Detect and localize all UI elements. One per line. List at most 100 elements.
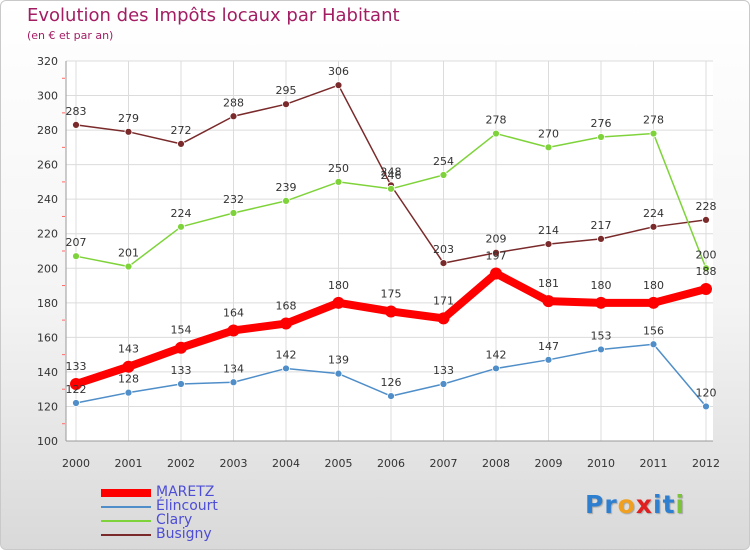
data-label: 270 [538, 127, 559, 140]
data-label: 288 [223, 96, 244, 109]
legend-label: Clary [156, 512, 193, 528]
data-label: 126 [381, 376, 402, 389]
data-label: 203 [433, 243, 454, 256]
y-tick-label: 200 [37, 262, 58, 275]
chart-subtitle: (en € et par an) [27, 29, 114, 42]
data-label: 164 [223, 306, 244, 319]
legend-swatch [101, 489, 151, 497]
x-tick-label: 2005 [325, 457, 353, 470]
data-point [492, 364, 500, 373]
data-label: 188 [696, 265, 717, 278]
y-tick-label: 260 [37, 159, 58, 172]
chart-title: Evolution des Impôts locaux par Habitant [27, 5, 400, 26]
data-point [229, 112, 238, 121]
x-tick-label: 2012 [692, 457, 720, 470]
data-point [649, 222, 658, 231]
logo-letter: i [653, 490, 663, 519]
data-point [544, 355, 553, 364]
data-label: 201 [118, 247, 139, 260]
data-point [595, 296, 607, 309]
data-label: 246 [381, 169, 402, 182]
data-point [597, 133, 605, 141]
data-label: 239 [276, 181, 297, 194]
logo-letter: t [662, 490, 676, 519]
data-label: 139 [328, 354, 349, 367]
data-point [124, 127, 133, 136]
data-point [334, 369, 343, 378]
data-point [439, 380, 448, 388]
x-tick-label: 2011 [640, 457, 668, 470]
data-point [124, 388, 133, 397]
legend-swatch [101, 506, 151, 508]
data-point [177, 222, 185, 231]
x-tick-label: 2004 [272, 457, 300, 470]
legend-label: Busigny [156, 526, 212, 542]
data-label: 278 [486, 114, 507, 127]
data-label: 181 [538, 277, 559, 290]
data-point [649, 340, 658, 349]
data-label: 276 [591, 117, 612, 130]
data-label: 232 [223, 193, 244, 206]
data-point [544, 240, 553, 248]
x-tick-label: 2000 [62, 457, 90, 470]
data-point [490, 267, 502, 280]
x-tick-label: 2001 [115, 457, 143, 470]
data-point [492, 129, 500, 138]
data-point [544, 143, 553, 152]
data-label: 306 [328, 65, 349, 78]
data-point [122, 360, 135, 373]
data-label: 120 [696, 386, 717, 399]
data-point [542, 295, 555, 308]
data-point [597, 235, 605, 243]
data-label: 248 [381, 165, 402, 178]
data-label: 142 [486, 348, 507, 361]
data-label: 154 [171, 324, 192, 337]
data-label: 283 [66, 105, 87, 118]
data-point [280, 317, 292, 330]
x-tick-label: 2002 [167, 457, 195, 470]
data-label: 175 [381, 287, 402, 300]
data-label: 254 [433, 155, 454, 168]
data-label: 200 [696, 248, 717, 261]
y-tick-label: 140 [37, 366, 58, 379]
data-label: 217 [591, 219, 612, 232]
data-point [124, 262, 133, 271]
logo-letter: P [585, 490, 605, 519]
legend-label: Élincourt [156, 498, 218, 514]
data-point [72, 252, 80, 261]
data-label: 180 [328, 279, 349, 292]
data-label: 224 [643, 207, 664, 220]
data-point [282, 364, 290, 373]
logo-letter: r [604, 490, 618, 519]
data-label: 272 [171, 124, 192, 137]
data-label: 153 [591, 329, 612, 342]
data-label: 156 [643, 324, 664, 337]
y-tick-label: 120 [37, 400, 58, 413]
data-label: 147 [538, 340, 559, 353]
data-label: 295 [276, 84, 297, 97]
y-tick-label: 240 [37, 193, 58, 206]
x-tick-label: 2008 [482, 457, 510, 470]
data-point [700, 283, 712, 295]
data-label: 207 [66, 236, 87, 249]
x-tick-label: 2003 [220, 457, 248, 470]
data-label: 224 [171, 207, 192, 220]
data-point [334, 178, 343, 186]
data-label: 180 [591, 279, 612, 292]
data-point [227, 324, 240, 337]
data-point [437, 312, 450, 325]
data-label: 143 [118, 343, 139, 356]
data-label: 133 [171, 364, 192, 377]
data-point [385, 305, 397, 318]
data-label: 209 [486, 233, 507, 246]
logo-letter: i [675, 490, 686, 519]
data-label: 228 [696, 200, 717, 213]
data-point [702, 216, 710, 224]
data-label: 279 [118, 112, 139, 125]
data-point [72, 121, 80, 129]
data-label: 197 [486, 249, 507, 262]
x-tick-label: 2010 [587, 457, 615, 470]
plot-area [66, 61, 713, 441]
data-point [332, 296, 345, 309]
